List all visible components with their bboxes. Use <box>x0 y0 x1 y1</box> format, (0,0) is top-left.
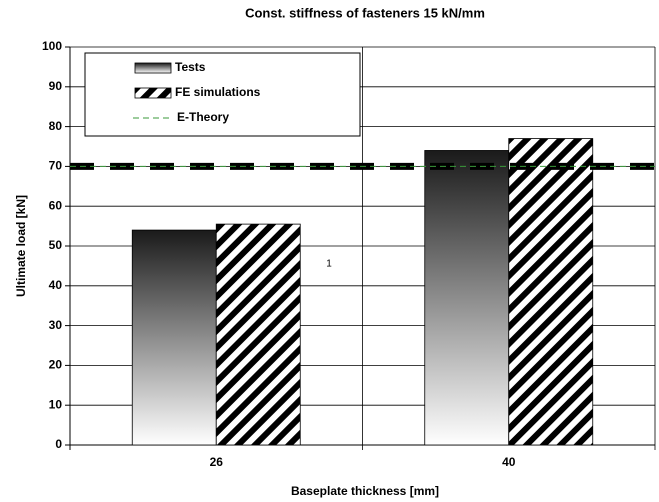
y-tick-label: 10 <box>49 397 63 411</box>
legend-box <box>84 52 361 137</box>
bar <box>215 223 301 446</box>
legend-label: Tests <box>175 60 206 74</box>
y-tick-label: 20 <box>49 358 63 372</box>
x-tick-label: 40 <box>502 455 516 469</box>
y-tick-label: 50 <box>49 238 63 252</box>
chart-title: Const. stiffness of fasteners 15 kN/mm <box>245 5 485 20</box>
bar <box>508 138 594 446</box>
y-axis-label: Ultimate load [kN] <box>14 195 28 297</box>
y-tick-label: 60 <box>49 198 63 212</box>
bar <box>424 150 510 446</box>
y-tick-label: 70 <box>49 159 63 173</box>
legend-swatch <box>134 87 172 99</box>
legend-label: E-Theory <box>177 110 229 124</box>
y-tick-label: 30 <box>49 318 63 332</box>
bar <box>131 229 217 446</box>
x-tick-label: 26 <box>210 455 224 469</box>
x-axis-label: Baseplate thickness [mm] <box>291 484 439 498</box>
y-tick-label: 40 <box>49 278 63 292</box>
y-tick-label: 100 <box>42 39 62 53</box>
y-tick-label: 80 <box>49 119 63 133</box>
y-tick-label: 0 <box>55 437 62 451</box>
y-tick-label: 90 <box>49 79 63 93</box>
legend-label: FE simulations <box>175 85 261 99</box>
annotation: 1 <box>326 259 332 270</box>
legend-swatch <box>134 62 172 74</box>
